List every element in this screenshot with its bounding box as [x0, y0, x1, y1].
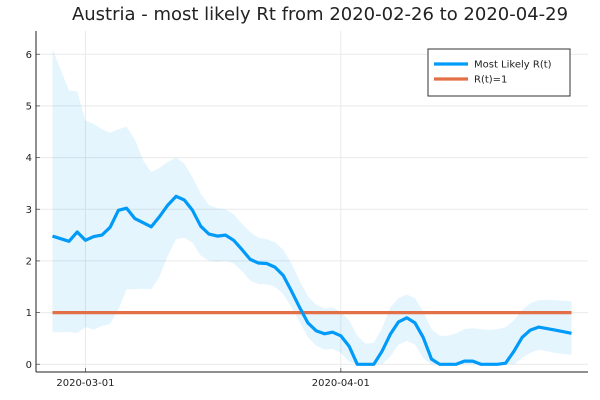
y-tick-label: 5: [26, 101, 32, 112]
y-tick-label: 4: [26, 153, 32, 164]
y-tick-label: 3: [26, 205, 32, 216]
axes: 0 1 2 3 4 5 6 2020-03-01 2020-04-01: [26, 31, 588, 389]
confidence-band: [52, 49, 572, 365]
y-tick-label: 1: [26, 308, 32, 319]
y-tick-label: 6: [26, 50, 32, 61]
series-line-most-likely-rt: [52, 194, 572, 366]
series-layer: [52, 194, 572, 366]
legend: Most Likely R(t) R(t)=1: [427, 48, 571, 97]
confidence-band-layer: [52, 49, 572, 365]
x-tick-label: 2020-03-01: [56, 378, 114, 389]
y-tick-label: 2: [26, 256, 32, 267]
chart-title: Austria - most likely Rt from 2020-02-26…: [72, 4, 568, 25]
legend-box: [427, 48, 571, 97]
y-tick-label: 0: [26, 360, 32, 371]
legend-label: Most Likely R(t): [474, 60, 552, 71]
x-tick-label: 2020-04-01: [312, 378, 370, 389]
legend-label: R(t)=1: [474, 75, 507, 86]
